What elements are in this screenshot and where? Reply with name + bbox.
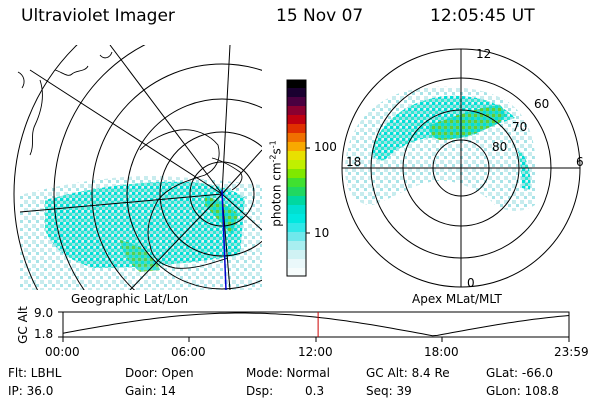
glat-readout: GLat: -66.0 bbox=[486, 366, 553, 380]
mlat-label-60: 60 bbox=[534, 97, 550, 111]
altitude-max-label: 9.0 bbox=[34, 306, 54, 320]
unit-prefix: photon cm bbox=[269, 162, 284, 227]
unit-mid: s bbox=[269, 148, 284, 155]
mlt-label-12: 12 bbox=[476, 47, 492, 61]
time-tick-1: 06:00 bbox=[171, 345, 206, 359]
time-tick-0: 00:00 bbox=[45, 345, 80, 359]
colorbar-tick-100: 100 bbox=[314, 140, 337, 154]
mlt-label-18: 18 bbox=[346, 155, 362, 169]
colorbar-unit-label: photon cm-2s-1 bbox=[269, 124, 284, 244]
altitude-min-label: 1.8 bbox=[34, 327, 54, 341]
gc-alt-readout: GC Alt: 8.4 Re bbox=[366, 366, 450, 380]
mode-readout: Mode: Normal bbox=[246, 366, 330, 380]
altitude-axis-label: GC Alt bbox=[16, 306, 30, 344]
date-readout: 15 Nov 07 bbox=[276, 6, 364, 26]
unit-sup2: -1 bbox=[268, 140, 278, 149]
time-tick-4: 23:59 bbox=[554, 345, 589, 359]
filter-readout: Flt: LBHL bbox=[8, 366, 62, 380]
dsp-label: Dsp: bbox=[246, 384, 274, 398]
app-title: Ultraviolet Imager bbox=[21, 6, 175, 26]
time-tick-3: 18:00 bbox=[424, 345, 459, 359]
time-readout: 12:05:45 UT bbox=[430, 6, 535, 26]
mlt-label-0: 0 bbox=[467, 276, 475, 290]
mlat-label-70: 70 bbox=[512, 120, 528, 134]
apex-map-label: Apex MLat/MLT bbox=[412, 292, 502, 306]
color-scale-bar bbox=[286, 79, 310, 277]
altitude-plot bbox=[58, 311, 570, 342]
aurora-core-left bbox=[45, 181, 245, 268]
altitude-curve bbox=[62, 312, 570, 337]
glon-readout: GLon: 108.8 bbox=[486, 384, 559, 398]
time-tick-2: 12:00 bbox=[298, 345, 333, 359]
seq-readout: Seq: 39 bbox=[366, 384, 412, 398]
polar-grid bbox=[341, 48, 581, 288]
geographic-map bbox=[13, 45, 262, 290]
mlt-label-6: 6 bbox=[576, 155, 584, 169]
colorbar-tick-10: 10 bbox=[314, 226, 330, 240]
geographic-map-label: Geographic Lat/Lon bbox=[71, 292, 189, 306]
door-readout: Door: Open bbox=[125, 366, 194, 380]
gain-readout: Gain: 14 bbox=[125, 384, 176, 398]
ip-readout: IP: 36.0 bbox=[8, 384, 54, 398]
unit-sup1: -2 bbox=[268, 154, 278, 163]
mlat-label-80: 80 bbox=[492, 140, 508, 154]
aurora-green-right bbox=[429, 105, 505, 140]
dsp-value: 0.3 bbox=[305, 384, 325, 398]
sub-satellite-meridian bbox=[221, 189, 227, 290]
